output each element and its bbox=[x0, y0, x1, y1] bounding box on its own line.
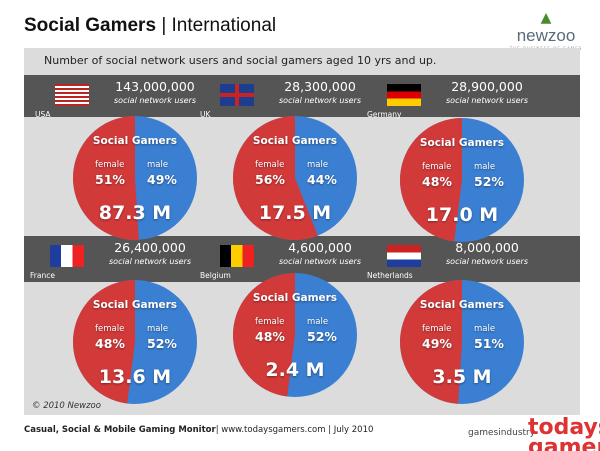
pie-title: Social Gamers bbox=[419, 299, 505, 311]
pie-title: Social Gamers bbox=[252, 135, 338, 147]
users-label: social network users bbox=[446, 257, 528, 266]
total-gamers: 17.0 M bbox=[425, 204, 499, 226]
female-percent: 48% bbox=[422, 174, 452, 189]
pie-slice-female bbox=[233, 273, 295, 397]
male-label: male bbox=[307, 317, 329, 327]
pie-slice-female bbox=[73, 280, 135, 404]
male-percent: 52% bbox=[474, 174, 504, 189]
male-label: male bbox=[147, 160, 169, 170]
user-count: 28,300,000 bbox=[284, 79, 356, 94]
user-count: 4,600,000 bbox=[288, 240, 352, 255]
subtitle: Number of social network users and socia… bbox=[44, 54, 437, 67]
row1-header-band bbox=[24, 75, 580, 117]
female-label: female bbox=[95, 324, 125, 334]
users-label: social network users bbox=[446, 96, 528, 105]
pie-title: Social Gamers bbox=[92, 135, 178, 147]
male-percent: 44% bbox=[307, 172, 337, 187]
pie-slice-female bbox=[400, 280, 462, 404]
germany-flag-icon bbox=[387, 84, 421, 106]
pie-title: Social Gamers bbox=[252, 292, 338, 304]
country-label: UK bbox=[200, 110, 211, 119]
female-label: female bbox=[255, 317, 285, 327]
pie-title: Social Gamers bbox=[92, 299, 178, 311]
male-label: male bbox=[474, 162, 496, 172]
pie-slice-female bbox=[72, 115, 139, 241]
female-label: female bbox=[255, 160, 285, 170]
pie-title: Social Gamers bbox=[419, 137, 505, 149]
pie-slice-female bbox=[233, 116, 318, 240]
user-count: 26,400,000 bbox=[114, 240, 186, 255]
todaysgamers-logo: todays gamers bbox=[528, 415, 600, 451]
female-percent: 48% bbox=[255, 329, 285, 344]
user-count: 28,900,000 bbox=[451, 79, 523, 94]
female-percent: 49% bbox=[422, 336, 452, 351]
total-gamers: 2.4 M bbox=[265, 359, 325, 381]
male-percent: 52% bbox=[307, 329, 337, 344]
male-label: male bbox=[474, 324, 496, 334]
total-gamers: 13.6 M bbox=[98, 366, 172, 388]
female-percent: 48% bbox=[95, 336, 125, 351]
page-title: Social Gamers | International bbox=[24, 15, 277, 36]
female-label: female bbox=[422, 162, 452, 172]
female-percent: 51% bbox=[95, 172, 125, 187]
footer-text: Casual, Social & Mobile Gaming Monitor| … bbox=[24, 425, 374, 435]
country-label: France bbox=[30, 271, 55, 280]
male-label: male bbox=[307, 160, 329, 170]
female-label: female bbox=[422, 324, 452, 334]
country-label: USA bbox=[35, 110, 51, 119]
country-label: Germany bbox=[367, 110, 402, 119]
subtitle-band bbox=[24, 48, 580, 75]
female-percent: 56% bbox=[255, 172, 285, 187]
belgium-flag-icon bbox=[220, 245, 254, 267]
male-percent: 49% bbox=[147, 172, 177, 187]
total-gamers: 17.5 M bbox=[258, 202, 332, 224]
country-label: Netherlands bbox=[367, 271, 413, 280]
male-percent: 52% bbox=[147, 336, 177, 351]
female-label: female bbox=[95, 160, 125, 170]
country-label: Belgium bbox=[200, 271, 231, 280]
user-count: 8,000,000 bbox=[455, 240, 519, 255]
pie-slice-female bbox=[400, 118, 462, 242]
us-flag-icon bbox=[55, 84, 89, 106]
male-label: male bbox=[147, 324, 169, 334]
user-count: 143,000,000 bbox=[115, 79, 195, 94]
netherlands-flag-icon bbox=[387, 245, 421, 267]
users-label: social network users bbox=[109, 257, 191, 266]
total-gamers: 3.5 M bbox=[432, 366, 492, 388]
users-label: social network users bbox=[114, 96, 196, 105]
france-flag-icon bbox=[50, 245, 84, 267]
copyright: © 2010 Newzoo bbox=[32, 401, 101, 411]
users-label: social network users bbox=[279, 96, 361, 105]
users-label: social network users bbox=[279, 257, 361, 266]
gamesindustry-logo: gamesindustry bbox=[468, 428, 536, 438]
total-gamers: 87.3 M bbox=[98, 202, 172, 224]
uk-flag-icon bbox=[220, 84, 254, 106]
male-percent: 51% bbox=[474, 336, 504, 351]
